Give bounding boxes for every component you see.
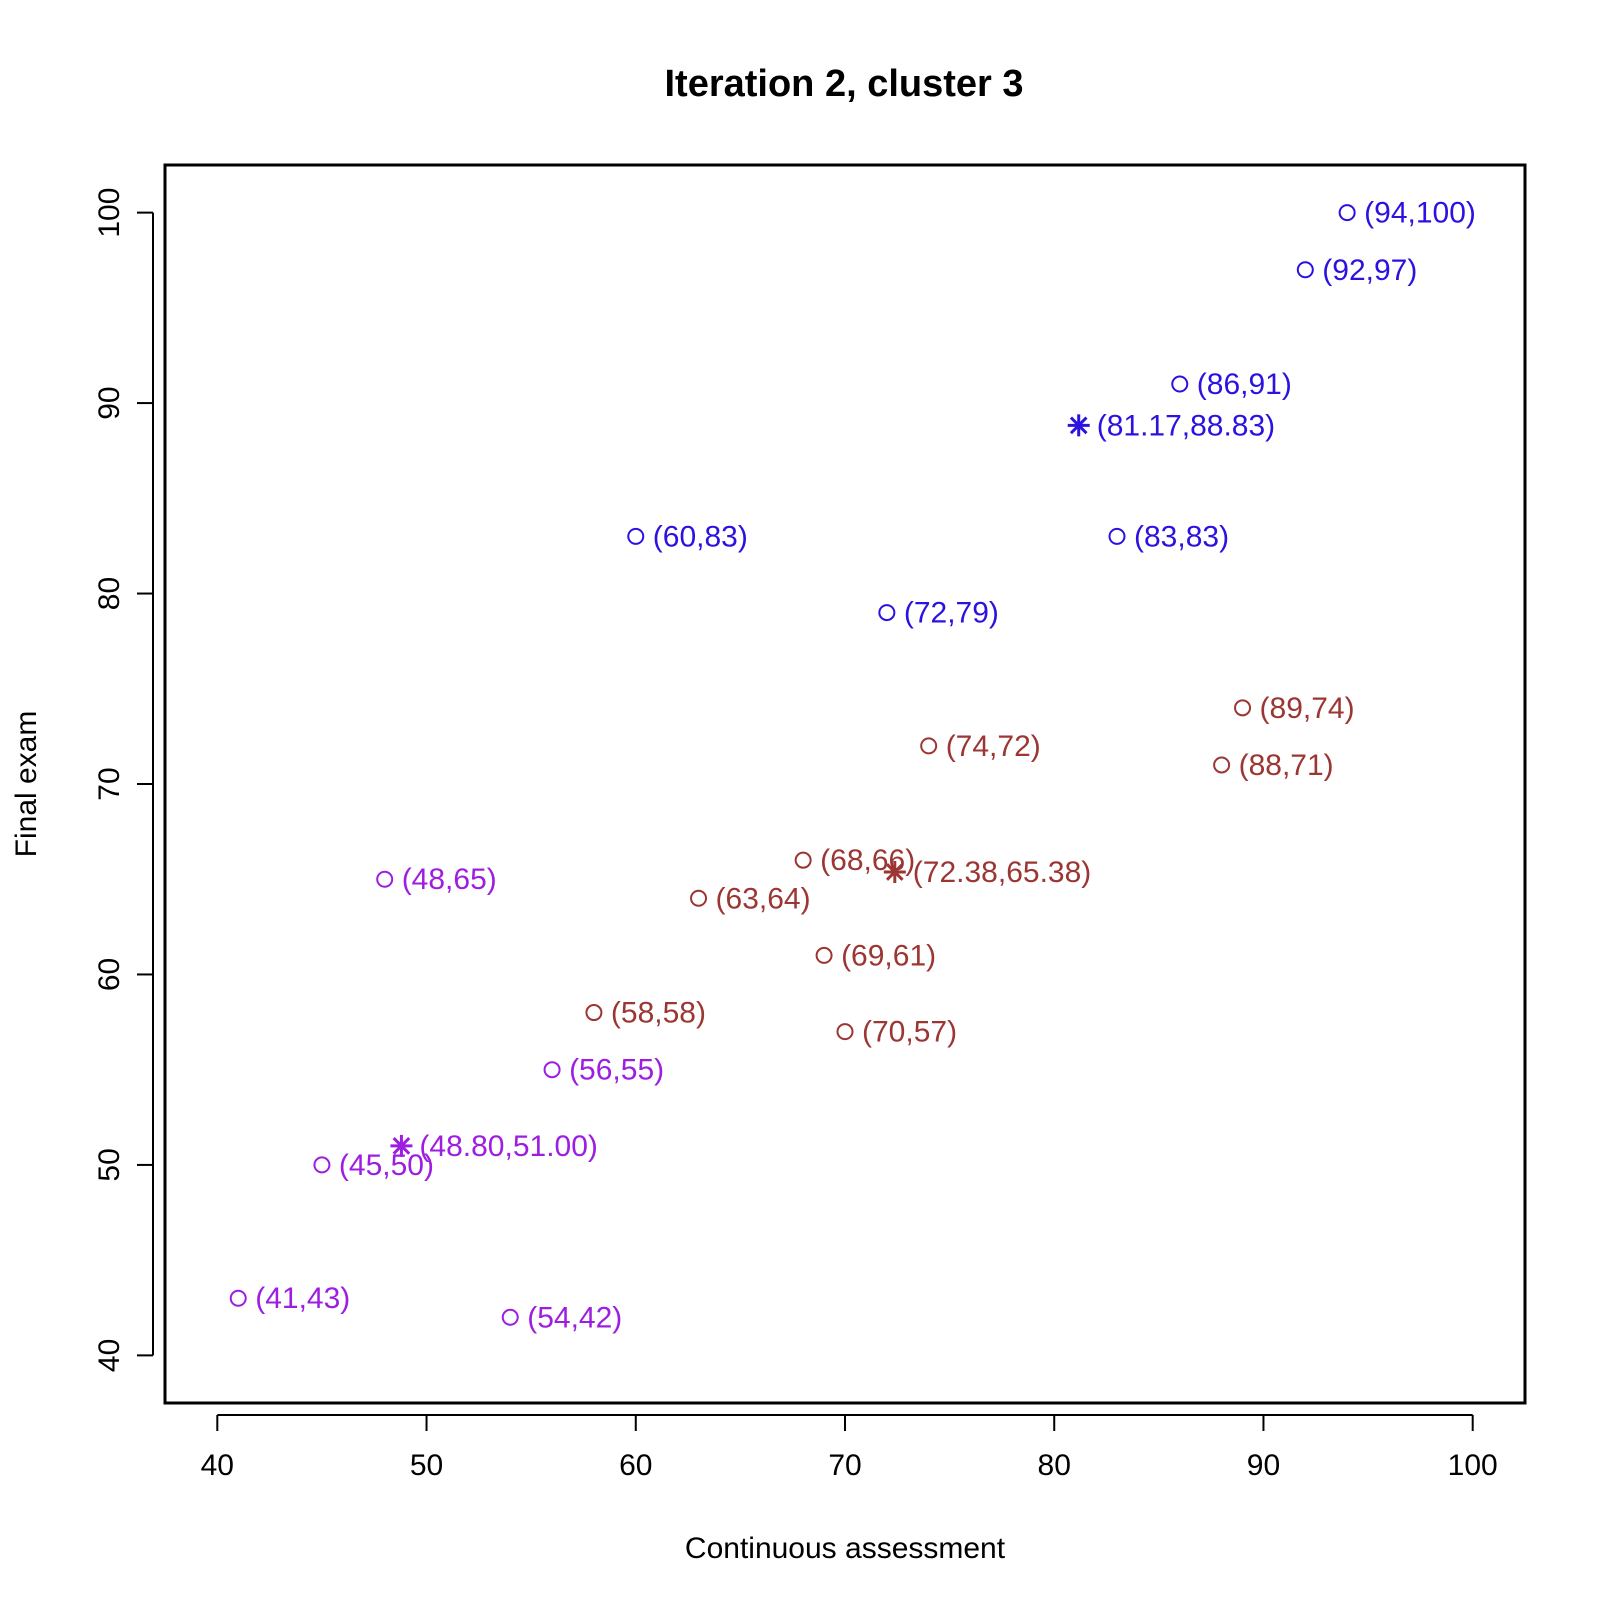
data-label: (56,55)	[569, 1054, 664, 1087]
x-tick-label: 90	[1247, 1449, 1280, 1482]
data-label: (83,83)	[1134, 520, 1229, 553]
data-point	[1171, 375, 1189, 393]
data-label: (88,71)	[1239, 749, 1334, 782]
centroid-label: (81.17,88.83)	[1097, 409, 1275, 442]
data-label: (45,50)	[339, 1149, 434, 1182]
y-tick-label: 40	[93, 1339, 126, 1372]
data-point	[1296, 261, 1314, 279]
centroid-marker	[390, 1134, 413, 1157]
data-point	[836, 1023, 854, 1041]
centroid-marker	[1067, 414, 1090, 437]
data-point	[1338, 204, 1356, 222]
chart-title: Iteration 2, cluster 3	[664, 63, 1023, 105]
x-axis: 40 50 60 70 80 90 100	[201, 1414, 1498, 1482]
data-point	[690, 889, 708, 907]
data-point	[229, 1289, 247, 1307]
data-label: (94,100)	[1364, 197, 1476, 230]
y-tick-label: 80	[93, 577, 126, 610]
plot-frame	[163, 163, 1527, 1405]
x-tick-label: 60	[619, 1449, 652, 1482]
data-points: (94,100) (92,97) (86,91) (60,83) (83,83) (72,…	[229, 197, 1476, 1334]
data-label: (74,72)	[946, 730, 1041, 763]
data-label: (69,61)	[841, 939, 936, 972]
centroid-marker	[883, 860, 906, 883]
data-point	[1213, 756, 1231, 774]
y-axis: 40 50 60 70 80 90 100	[93, 188, 154, 1372]
data-label: (60,83)	[653, 520, 748, 553]
x-tick-label: 70	[828, 1449, 861, 1482]
data-point	[627, 527, 645, 545]
y-tick-label: 60	[93, 958, 126, 991]
data-point	[1108, 527, 1126, 545]
data-label: (48,65)	[402, 863, 497, 896]
data-label: (63,64)	[716, 882, 811, 915]
centroid-label: (48.80,51.00)	[419, 1130, 597, 1163]
data-point	[313, 1156, 331, 1174]
centroid-label: (72.38,65.38)	[913, 856, 1091, 889]
x-tick-label: 40	[201, 1449, 234, 1482]
data-point	[815, 946, 833, 964]
x-tick-label: 50	[410, 1449, 443, 1482]
y-axis-label: Final exam	[10, 711, 43, 858]
data-label: (86,91)	[1197, 368, 1292, 401]
data-label: (58,58)	[611, 997, 706, 1030]
data-point	[585, 1004, 603, 1022]
x-tick-label: 80	[1038, 1449, 1071, 1482]
y-tick-label: 70	[93, 767, 126, 800]
data-label: (54,42)	[527, 1301, 622, 1334]
data-point	[501, 1308, 519, 1326]
data-label: (72,79)	[904, 597, 999, 630]
data-label: (41,43)	[255, 1282, 350, 1315]
data-point	[794, 851, 812, 869]
data-point	[920, 737, 938, 755]
y-tick-label: 90	[93, 386, 126, 419]
y-tick-label: 50	[93, 1148, 126, 1181]
y-tick-label: 100	[93, 188, 126, 238]
data-label: (70,57)	[862, 1016, 957, 1049]
data-label: (92,97)	[1322, 254, 1417, 287]
data-point	[376, 870, 394, 888]
x-tick-label: 100	[1448, 1449, 1498, 1482]
x-axis-label: Continuous assessment	[685, 1532, 1006, 1565]
data-label: (89,74)	[1260, 692, 1355, 725]
data-point	[878, 604, 896, 622]
data-point	[1234, 699, 1252, 717]
data-point	[543, 1061, 561, 1079]
